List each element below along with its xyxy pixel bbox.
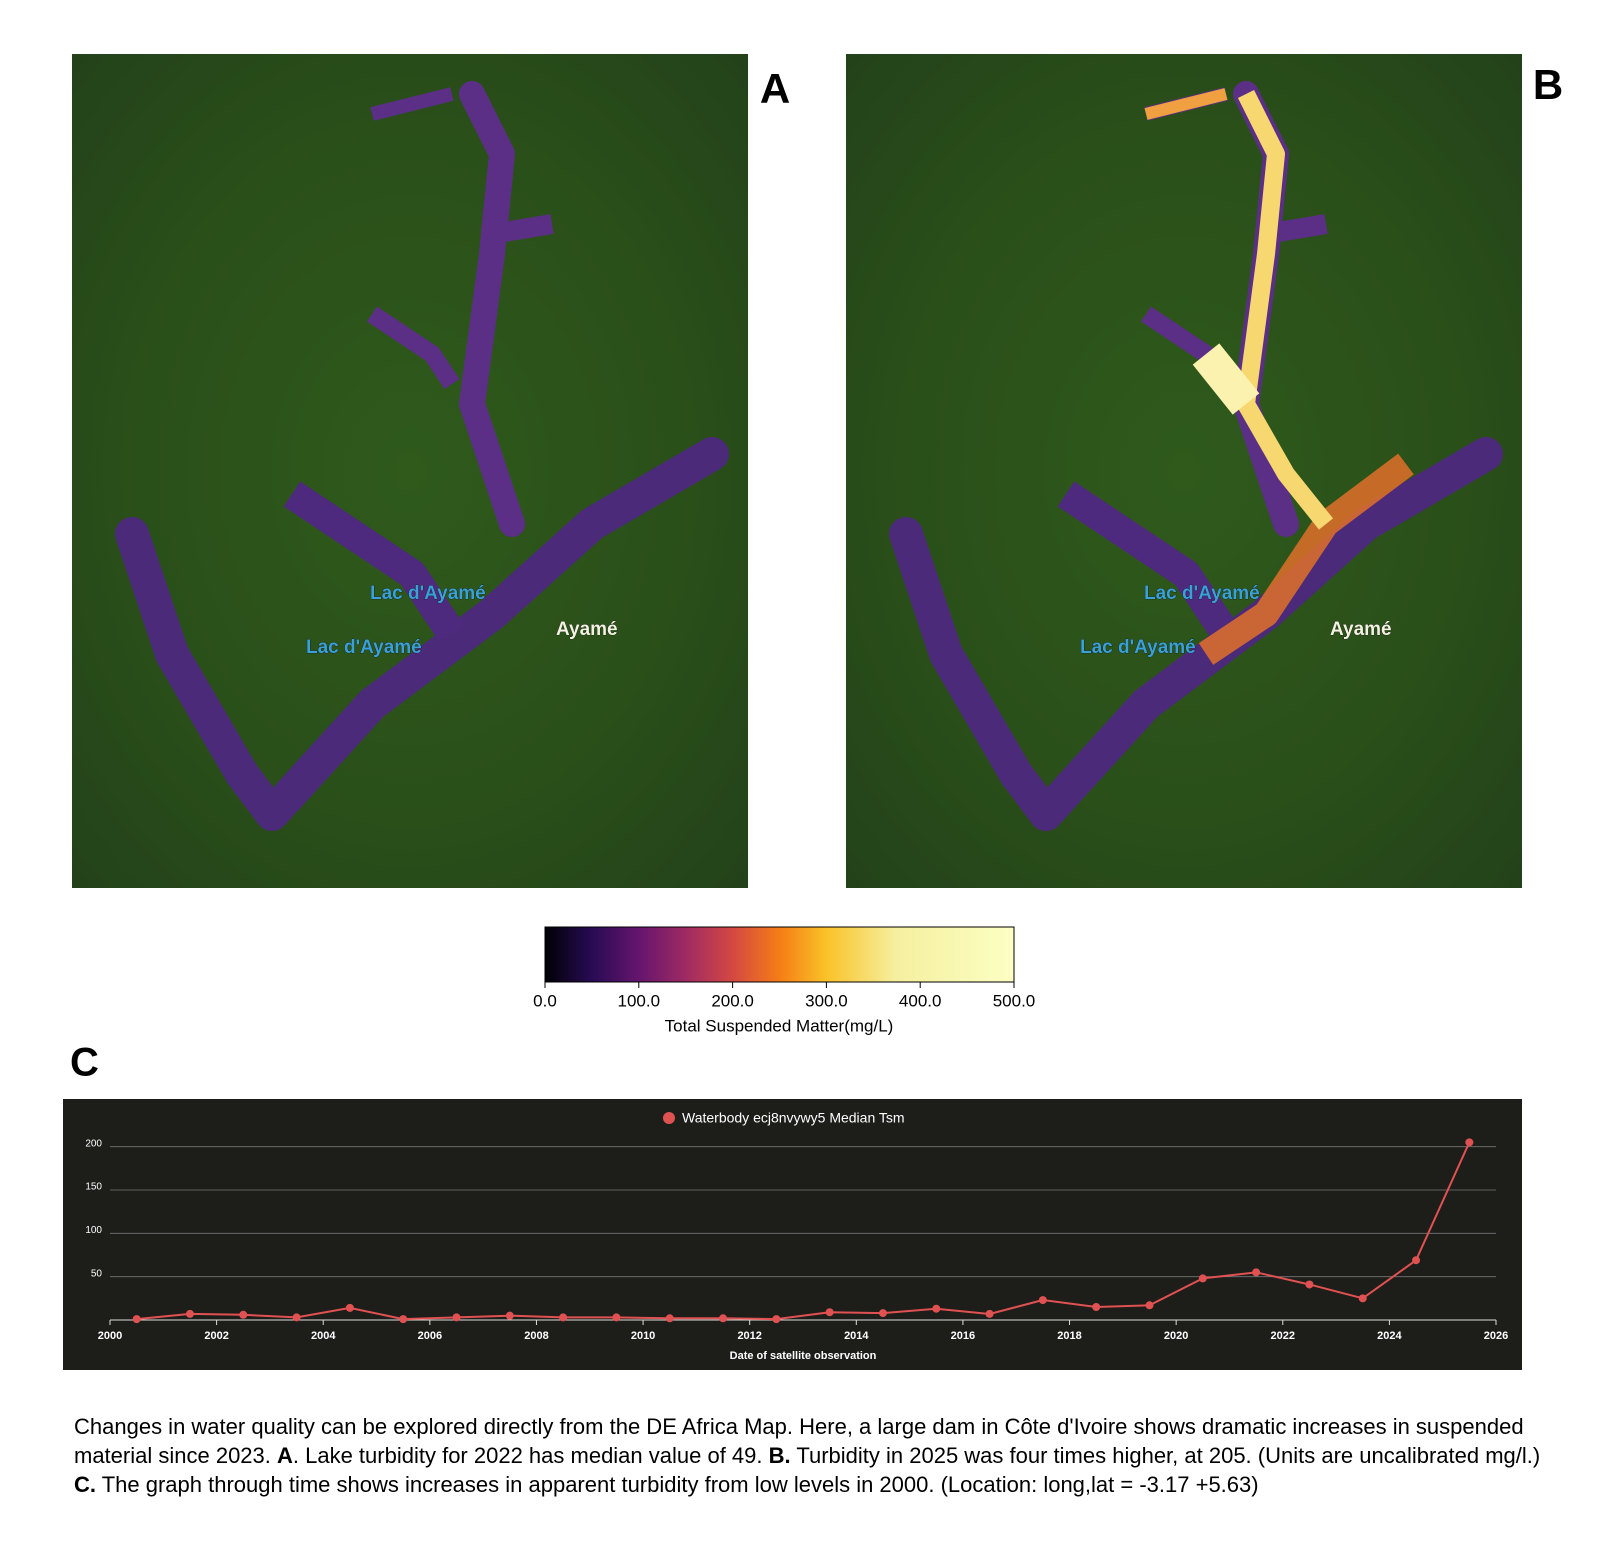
x-axis-label: Date of satellite observation <box>730 1350 877 1362</box>
legend-label: Waterbody ecj8nvywy5 Median Tsm <box>682 1110 905 1126</box>
place-label: Lac d'Ayamé <box>1144 583 1260 604</box>
x-tick-label: 2026 <box>1484 1330 1508 1342</box>
x-tick-label: 2000 <box>98 1330 122 1342</box>
series-line <box>136 1141 1471 1321</box>
chart-background <box>63 1099 1522 1370</box>
place-label: Lac d'Ayamé <box>1080 637 1196 658</box>
x-tick-label: 2018 <box>1057 1330 1081 1342</box>
place-label: Ayamé <box>556 619 618 640</box>
data-point <box>1412 1256 1421 1265</box>
x-tick-label: 2002 <box>204 1330 228 1342</box>
data-point <box>185 1309 194 1318</box>
data-point <box>985 1309 994 1318</box>
data-point <box>719 1314 728 1323</box>
colorbar-tick-label: 100.0 <box>618 991 661 1010</box>
caption-bold: A <box>277 1443 293 1468</box>
data-point <box>132 1315 141 1324</box>
caption-text: Turbidity in 2025 was four times higher,… <box>790 1443 1541 1468</box>
caption-text: . Lake turbidity for 2022 has median val… <box>292 1443 769 1468</box>
map-a <box>72 54 748 888</box>
map-b <box>846 54 1522 888</box>
data-point <box>1358 1294 1367 1303</box>
caption: Changes in water quality can be explored… <box>74 1412 1554 1499</box>
data-point <box>878 1309 887 1318</box>
x-tick-label: 2024 <box>1377 1330 1402 1342</box>
panel-label: A <box>760 65 790 112</box>
x-tick-label: 2020 <box>1164 1330 1188 1342</box>
colorbar-tick-label: 300.0 <box>805 991 848 1010</box>
data-point <box>239 1310 248 1319</box>
data-point <box>1198 1274 1207 1283</box>
place-label: Ayamé <box>1330 619 1392 640</box>
legend-marker <box>663 1112 675 1124</box>
data-point <box>1465 1138 1474 1147</box>
data-point <box>559 1313 568 1322</box>
data-point <box>1145 1301 1154 1310</box>
colorbar-tick-label: 400.0 <box>899 991 942 1010</box>
data-point <box>1305 1280 1314 1289</box>
data-point <box>452 1313 461 1322</box>
data-point <box>1092 1303 1101 1311</box>
colorbar-title: Total Suspended Matter(mg/L) <box>665 1016 894 1035</box>
colorbar-tick-label: 200.0 <box>711 991 754 1010</box>
x-tick-label: 2010 <box>631 1330 655 1342</box>
caption-bold: C. <box>74 1472 96 1497</box>
colorbar-tick-label: 0.0 <box>533 991 557 1010</box>
data-point <box>772 1315 781 1324</box>
data-point <box>1252 1268 1261 1277</box>
y-tick-label: 150 <box>85 1182 102 1193</box>
y-tick-label: 100 <box>85 1225 102 1236</box>
data-point <box>1038 1296 1047 1305</box>
figure: A B Lac d'Ayamé Lac d'Ayamé Ayamé Lac d'Aya… <box>63 54 1563 1370</box>
x-tick-label: 2014 <box>844 1330 869 1342</box>
x-tick-label: 2012 <box>737 1330 761 1342</box>
turbid-overlay <box>1144 88 1414 665</box>
x-tick-label: 2022 <box>1271 1330 1295 1342</box>
colorbar-tick-label: 500.0 <box>993 991 1036 1010</box>
x-tick-label: 2008 <box>524 1330 548 1342</box>
place-label: Lac d'Ayamé <box>370 583 486 604</box>
data-point <box>399 1315 408 1324</box>
x-tick-label: 2006 <box>418 1330 442 1342</box>
data-point <box>932 1304 941 1313</box>
x-tick-label: 2004 <box>311 1330 336 1342</box>
caption-text: The graph through time shows increases i… <box>96 1472 1259 1497</box>
caption-bold: B. <box>768 1443 791 1468</box>
data-point <box>292 1313 301 1322</box>
y-tick-label: 50 <box>91 1268 103 1279</box>
place-label: Lac d'Ayamé <box>306 637 422 658</box>
data-point <box>345 1303 354 1312</box>
colorbar <box>544 926 1015 983</box>
caption-text: Changes in water quality can be explored… <box>74 1414 1524 1468</box>
y-tick-label: 200 <box>85 1138 102 1149</box>
panel-label: C <box>70 1041 99 1085</box>
data-point <box>505 1311 514 1320</box>
data-point <box>665 1314 674 1323</box>
x-tick-label: 2016 <box>951 1330 975 1342</box>
panel-label: B <box>1533 61 1563 108</box>
data-point <box>612 1313 621 1322</box>
data-point <box>825 1308 834 1317</box>
